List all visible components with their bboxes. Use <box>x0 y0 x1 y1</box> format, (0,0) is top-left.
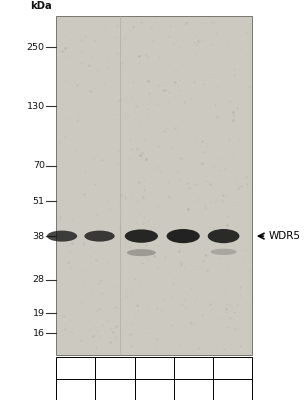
Ellipse shape <box>125 229 158 243</box>
Text: C6: C6 <box>226 385 239 394</box>
Text: 50: 50 <box>187 363 200 373</box>
Text: 16: 16 <box>33 328 45 338</box>
Text: 19: 19 <box>33 309 45 318</box>
Text: 50: 50 <box>109 363 122 373</box>
Text: CT26: CT26 <box>181 385 206 394</box>
Text: kDa: kDa <box>30 1 52 11</box>
Text: 28: 28 <box>33 275 45 284</box>
Ellipse shape <box>85 230 115 242</box>
Ellipse shape <box>211 249 237 255</box>
Ellipse shape <box>167 229 200 243</box>
Text: TCMK: TCMK <box>102 385 128 394</box>
Text: 130: 130 <box>26 102 45 111</box>
Text: 4T1: 4T1 <box>146 385 163 394</box>
Bar <box>56 16 252 355</box>
Text: 3T3: 3T3 <box>67 385 85 394</box>
Text: 70: 70 <box>33 161 45 170</box>
Ellipse shape <box>47 230 77 242</box>
Text: 50: 50 <box>148 363 161 373</box>
Text: 38: 38 <box>33 232 45 241</box>
Bar <box>56 358 252 400</box>
Text: 50: 50 <box>226 363 239 373</box>
Ellipse shape <box>127 249 156 256</box>
Ellipse shape <box>208 229 240 243</box>
Text: WDR5: WDR5 <box>268 231 300 241</box>
Text: 50: 50 <box>69 363 82 373</box>
Text: 250: 250 <box>27 43 45 52</box>
Text: 51: 51 <box>33 196 45 206</box>
